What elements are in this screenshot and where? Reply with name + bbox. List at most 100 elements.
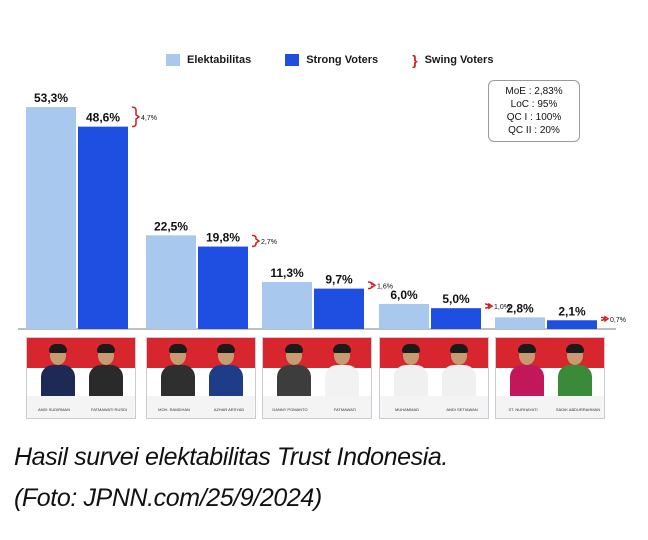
- portrait-body: [442, 365, 476, 398]
- portrait-body: [89, 365, 123, 398]
- portrait-hair: [169, 344, 187, 353]
- label-elektabilitas: 53,3%: [34, 91, 68, 105]
- candidate-name-label: MUHAMMAD: [395, 407, 419, 412]
- flag-red-band: [27, 338, 135, 368]
- candidate-photo-panel: DANNY POMANTO FATMAWATI: [262, 337, 372, 419]
- candidate-portrait: [558, 344, 592, 398]
- candidate-photo-panel: ST. NURHAYATI SADIK ABDURRAHMAN: [495, 337, 605, 419]
- candidate-portrait: [510, 344, 544, 398]
- label-strong-voters: 48,6%: [86, 111, 120, 125]
- name-strip: [496, 396, 604, 418]
- bar-strong-voters: [547, 320, 597, 329]
- label-elektabilitas: 6,0%: [390, 288, 418, 302]
- portrait-hair: [49, 344, 67, 353]
- name-strip: [147, 396, 255, 418]
- portrait-body: [161, 365, 195, 398]
- label-swing-voters: 2,7%: [261, 239, 277, 246]
- swing-voters-brace: [484, 302, 494, 310]
- label-strong-voters: 9,7%: [325, 273, 353, 287]
- portrait-hair: [97, 344, 115, 353]
- caption-credit: (Foto: JPNN.com/25/9/2024): [14, 484, 322, 512]
- candidate-portrait: [277, 344, 311, 398]
- candidate-name-label: FATMAWATI: [333, 407, 357, 412]
- candidate-portrait: [442, 344, 476, 398]
- legend-item-strong: Strong Voters: [285, 54, 378, 66]
- label-strong-voters: 19,8%: [206, 231, 240, 245]
- survey-stats-box: MoE : 2,83% LoC : 95% QC I : 100% QC II …: [488, 80, 580, 142]
- bar-chart: 53,3% 48,6% 4,7% 22,5% 19,8% 2,7% 11,3% 9,7% 1,6…: [18, 91, 626, 330]
- label-swing-voters: 4,7%: [141, 115, 157, 122]
- legend-label-elektabilitas: Elektabilitas: [187, 54, 252, 66]
- candidate-portrait: [394, 344, 428, 398]
- candidate-photo-panel: MOH. RAMDHAN AZHAR ARSYAD: [146, 337, 256, 419]
- candidate-portrait: [89, 344, 123, 398]
- flag-red-band: [147, 338, 255, 368]
- caption-title: Hasil survei elektabilitas Trust Indones…: [14, 443, 448, 471]
- label-elektabilitas: 2,8%: [506, 301, 534, 315]
- bar-strong-voters: [314, 288, 364, 329]
- portrait-body: [41, 365, 75, 398]
- bar-elektabilitas: [379, 304, 429, 329]
- flag-red-band: [263, 338, 371, 368]
- candidate-portrait: [325, 344, 359, 398]
- portrait-hair: [217, 344, 235, 353]
- legend-swatch-strong: [285, 54, 300, 66]
- bar-strong-voters: [431, 308, 481, 329]
- bar-elektabilitas: [26, 107, 76, 329]
- label-swing-voters: 1,0%: [494, 304, 510, 311]
- candidate-name-label: FATMAWATI RUSDI: [91, 407, 127, 412]
- label-swing-voters: 0,7%: [610, 317, 626, 324]
- portrait-hair: [450, 344, 468, 353]
- portrait-body: [325, 365, 359, 398]
- swing-voters-brace: [600, 315, 610, 323]
- legend-item-elektabilitas: Elektabilitas: [166, 54, 251, 66]
- bar-elektabilitas: [495, 317, 545, 329]
- candidate-name-label: ANDI SETIAWAN: [446, 407, 478, 412]
- name-strip: [27, 396, 135, 418]
- bar-strong-voters: [198, 246, 248, 329]
- candidate-name-label: ST. NURHAYATI: [508, 407, 538, 412]
- label-elektabilitas: 11,3%: [270, 266, 304, 280]
- label-swing-voters: 1,6%: [377, 283, 393, 290]
- legend-swatch-elektabilitas: [166, 54, 180, 66]
- candidate-name-label: MOH. RAMDHAN: [158, 407, 190, 412]
- candidate-portrait: [161, 344, 195, 398]
- candidate-portrait: [41, 344, 75, 398]
- stat-loc: LoC : 95%: [510, 99, 558, 110]
- candidate-name-label: SADIK ABDURRAHMAN: [555, 407, 601, 412]
- legend-item-swing: } Swing Voters: [412, 52, 494, 68]
- label-elektabilitas: 22,5%: [154, 219, 188, 233]
- portrait-body: [209, 365, 243, 398]
- swing-voters-brace: [131, 106, 141, 128]
- flag-red-band: [496, 338, 604, 368]
- candidate-name-label: AZHAR ARSYAD: [213, 407, 245, 412]
- stat-qc1: QC I : 100%: [506, 112, 562, 123]
- candidate-name-label: ANDI SUDIRMAN: [37, 407, 70, 412]
- portrait-body: [510, 365, 544, 398]
- portrait-hair: [566, 344, 584, 353]
- candidate-photo-panel: ANDI SUDIRMAN FATMAWATI RUSDI: [26, 337, 136, 419]
- bar-elektabilitas: [146, 235, 196, 329]
- candidate-photo-panel: MUHAMMAD ANDI SETIAWAN: [379, 337, 489, 419]
- legend-brace-icon: }: [412, 52, 418, 68]
- stat-qc2: QC II : 20%: [508, 125, 560, 136]
- stat-moe: MoE : 2,83%: [505, 86, 563, 97]
- bar-elektabilitas: [262, 281, 312, 329]
- label-strong-voters: 5,0%: [442, 292, 470, 306]
- portrait-hair: [402, 344, 420, 353]
- candidate-name-label: DANNY POMANTO: [272, 407, 308, 412]
- portrait-hair: [285, 344, 303, 353]
- portrait-body: [394, 365, 428, 398]
- name-strip: [263, 396, 371, 418]
- portrait-hair: [518, 344, 536, 353]
- legend-label-strong: Strong Voters: [306, 54, 379, 66]
- name-strip: [380, 396, 488, 418]
- flag-red-band: [380, 338, 488, 368]
- portrait-hair: [333, 344, 351, 353]
- label-strong-voters: 2,1%: [558, 304, 586, 318]
- swing-voters-brace: [367, 281, 377, 290]
- bar-strong-voters: [78, 126, 128, 329]
- chart-figure: 53,3% 48,6% 4,7% 22,5% 19,8% 2,7% 11,3% 9,7% 1,6…: [18, 40, 628, 425]
- portrait-body: [558, 365, 592, 398]
- legend-label-swing: Swing Voters: [424, 54, 494, 66]
